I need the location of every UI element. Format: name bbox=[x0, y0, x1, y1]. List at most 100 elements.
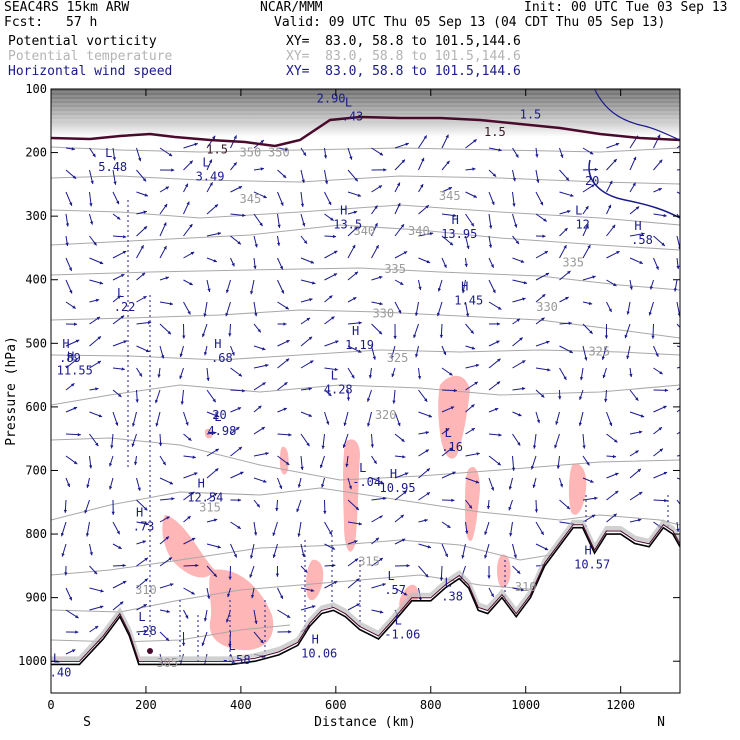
wind-arrow bbox=[554, 433, 560, 449]
wind-arrow-shaft bbox=[676, 387, 680, 391]
wind-arrow bbox=[324, 580, 338, 589]
extremum-value: -1.06 bbox=[384, 627, 420, 641]
wind-arrow-head bbox=[135, 399, 139, 403]
wind-arrow-head bbox=[626, 311, 630, 315]
wind-arrow bbox=[321, 433, 325, 449]
wind-arrow bbox=[89, 433, 99, 447]
wind-arrow bbox=[183, 455, 196, 459]
wind-arrow-head bbox=[401, 538, 406, 542]
extremum-type: L bbox=[359, 461, 366, 475]
wind-arrow-head bbox=[604, 335, 609, 339]
pv-positive-region bbox=[162, 515, 215, 578]
wind-arrow-head bbox=[217, 231, 222, 236]
wind-arrow-head bbox=[544, 251, 548, 255]
wind-arrow-head bbox=[492, 289, 496, 293]
wind-arrow bbox=[394, 142, 409, 149]
extremum-value: -.58 bbox=[222, 653, 251, 667]
wind-arrow bbox=[230, 389, 246, 393]
pv-contour-label: 1.5 bbox=[206, 142, 228, 156]
wind-arrow-head bbox=[192, 455, 196, 459]
wind-arrow bbox=[179, 367, 184, 380]
wind-arrow bbox=[347, 147, 353, 160]
wind-arrow bbox=[86, 477, 90, 489]
wind-arrow-head bbox=[306, 442, 310, 447]
extremum-type: H bbox=[634, 219, 641, 233]
wind-arrow-head bbox=[497, 306, 502, 310]
wind-arrow-shaft bbox=[676, 323, 680, 329]
wind-arrow-head bbox=[138, 157, 142, 162]
wind-arrow-head bbox=[118, 545, 122, 549]
wind-arrow bbox=[415, 345, 419, 358]
extremum-type: H bbox=[62, 337, 69, 351]
wind-arrow-head bbox=[190, 251, 195, 255]
wind-arrow-head bbox=[181, 642, 186, 646]
wind-arrow bbox=[676, 499, 680, 505]
wind-arrow-head bbox=[428, 414, 432, 418]
wind-arrow bbox=[183, 201, 190, 215]
wind-arrow-head bbox=[424, 398, 428, 402]
wind-arrow-head bbox=[108, 462, 113, 467]
wind-arrow-head bbox=[73, 460, 78, 465]
plot-frame bbox=[50, 88, 681, 694]
wind-arrow bbox=[136, 499, 148, 511]
wind-arrow-head bbox=[535, 154, 539, 158]
wind-arrow bbox=[601, 345, 607, 360]
wind-arrow bbox=[394, 202, 401, 215]
wind-arrow-head bbox=[168, 557, 173, 561]
wind-arrow-head bbox=[676, 528, 680, 532]
wind-arrow bbox=[512, 213, 518, 228]
wind-arrow bbox=[653, 426, 663, 435]
wind-arrow-head bbox=[306, 317, 310, 321]
wind-arrow-head bbox=[659, 448, 663, 452]
wind-arrow bbox=[371, 345, 376, 360]
wind-arrow bbox=[488, 257, 495, 268]
wind-arrow-shaft bbox=[676, 454, 680, 457]
wind-arrow-head bbox=[683, 194, 686, 197]
wind-arrow bbox=[300, 169, 305, 184]
wind-arrow bbox=[371, 477, 384, 484]
wind-arrow bbox=[676, 301, 680, 317]
extremum-value: 3.49 bbox=[196, 170, 225, 184]
wind-arrow-head bbox=[279, 485, 283, 489]
wind-arrow-head bbox=[437, 288, 442, 292]
wind-arrow-head bbox=[446, 160, 450, 165]
wind-arrow-head bbox=[265, 451, 269, 456]
wind-arrow-head bbox=[279, 595, 283, 599]
theta-contour-label: 315 bbox=[199, 500, 221, 514]
wind-arrow-head bbox=[310, 260, 314, 264]
wind-arrow bbox=[300, 605, 316, 611]
wind-arrow bbox=[371, 147, 384, 156]
wind-arrow-head bbox=[470, 330, 474, 334]
wind-arrow-head bbox=[254, 620, 258, 625]
wind-arrow bbox=[277, 433, 292, 437]
wind-arrow bbox=[653, 367, 663, 375]
extremum-value: 13.5 bbox=[333, 217, 362, 231]
x-end-label-right: N bbox=[657, 715, 665, 730]
wind-arrow-head bbox=[425, 449, 429, 453]
wind-arrow-head bbox=[302, 222, 306, 227]
wind-arrow bbox=[324, 340, 339, 347]
wind-arrow-head bbox=[345, 463, 349, 468]
wind-arrow-head bbox=[92, 153, 96, 158]
wind-arrow bbox=[131, 411, 137, 427]
wind-arrow-head bbox=[464, 263, 468, 267]
y-tick-label: 700 bbox=[25, 463, 47, 477]
wind-arrow bbox=[253, 477, 267, 483]
wind-arrow-head bbox=[418, 286, 422, 291]
wind-arrow-head bbox=[326, 421, 330, 425]
wind-arrow-head bbox=[75, 630, 79, 634]
extremum-value: .38 bbox=[441, 589, 463, 603]
wind-arrow-head bbox=[346, 397, 351, 401]
wind-arrow bbox=[277, 322, 287, 326]
wind-arrow-head bbox=[473, 194, 477, 198]
wind-arrow bbox=[437, 279, 443, 292]
wind-arrow-head bbox=[277, 224, 281, 228]
theta-contour-label: 310 bbox=[135, 583, 157, 597]
wind-arrow bbox=[277, 213, 281, 228]
wind-arrow bbox=[394, 301, 402, 314]
wind-arrow-head bbox=[405, 142, 409, 146]
wind-arrow-head bbox=[237, 525, 241, 529]
wind-arrow-head bbox=[366, 398, 371, 402]
wind-arrow bbox=[418, 449, 430, 457]
wind-arrow-head bbox=[379, 558, 383, 562]
